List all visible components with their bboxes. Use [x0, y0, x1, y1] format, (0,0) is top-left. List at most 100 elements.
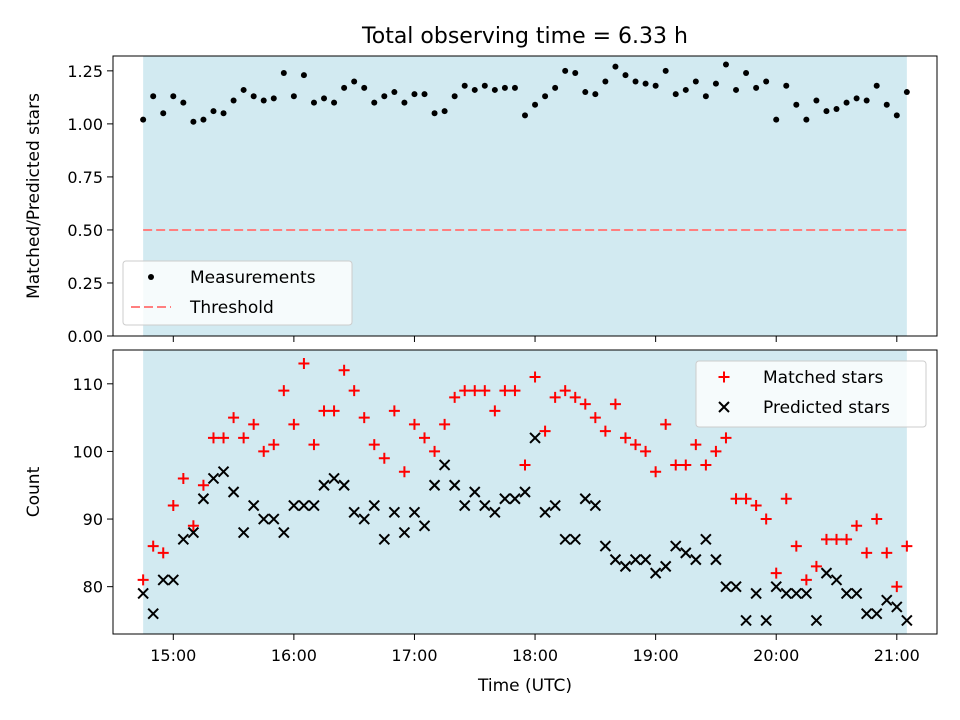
y-tick-label: 0.00: [67, 327, 103, 346]
data-point: [298, 358, 310, 370]
data-point: [720, 432, 732, 444]
data-point: [700, 459, 712, 471]
data-point: [589, 412, 601, 424]
data-point: [790, 587, 803, 600]
data-point: [881, 547, 893, 559]
data-point: [137, 587, 149, 600]
data-point: [469, 385, 481, 397]
data-point: [599, 425, 611, 437]
data-point: [318, 479, 330, 491]
data-point: [609, 398, 621, 410]
top-panel: 0.00 0.25 0.50 0.75 1.00 1.25 Matched/Predicte…: [24, 55, 938, 346]
data-point: [810, 614, 823, 627]
data-point: [562, 67, 569, 74]
data-point: [177, 533, 190, 546]
legend-marker: [148, 274, 154, 280]
data-point: [733, 86, 740, 93]
data-point: [207, 472, 220, 485]
data-point: [559, 385, 571, 397]
data-point: [140, 116, 147, 123]
data-point: [532, 101, 539, 108]
y-tick-label: 80: [83, 578, 103, 597]
data-point: [150, 93, 157, 100]
data-point: [630, 439, 642, 451]
data-point: [871, 513, 883, 525]
legend-box: [695, 360, 927, 428]
data-point: [642, 80, 649, 87]
data-point: [639, 553, 652, 566]
data-point: [258, 513, 270, 525]
data-point: [398, 526, 411, 539]
data-point: [629, 553, 642, 566]
data-point: [479, 385, 491, 397]
data-point: [710, 553, 722, 566]
data-point: [248, 418, 260, 430]
legend: Matched stars Predicted stars: [695, 360, 927, 428]
data-point: [408, 418, 420, 430]
x-tick-label: 17:00: [391, 646, 437, 665]
data-point: [840, 587, 853, 600]
data-point: [750, 500, 762, 512]
data-point: [800, 574, 812, 586]
data-point: [237, 526, 250, 539]
data-point: [371, 99, 378, 106]
data-point: [378, 452, 390, 464]
data-point: [813, 97, 820, 104]
data-point: [672, 91, 679, 98]
data-point: [318, 405, 330, 417]
data-point: [619, 560, 632, 573]
plot-frame: [112, 55, 938, 337]
data-point: [228, 412, 240, 424]
data-point: [491, 86, 498, 93]
data-point: [288, 418, 300, 430]
data-point: [358, 412, 370, 424]
data-point: [800, 587, 813, 600]
data-point: [662, 67, 669, 74]
data-point: [278, 526, 290, 539]
data-point: [368, 439, 380, 451]
y-tick-label: 110: [72, 375, 103, 394]
data-point: [481, 82, 488, 89]
data-point: [901, 614, 913, 627]
data-point: [217, 466, 230, 478]
data-point: [511, 84, 518, 91]
data-point: [539, 506, 551, 518]
data-point: [592, 91, 599, 98]
data-point: [783, 82, 790, 89]
data-point: [408, 506, 421, 518]
data-point: [361, 84, 368, 91]
data-point: [680, 547, 692, 559]
x-axis-label: Time (UTC): [477, 676, 572, 696]
data-point: [358, 513, 370, 525]
x-tick-label: 16:00: [271, 646, 317, 665]
data-point: [431, 110, 438, 117]
data-point: [177, 472, 189, 484]
data-point: [381, 93, 388, 100]
y-tick-label: 100: [72, 442, 103, 461]
data-point: [893, 112, 900, 119]
data-point: [471, 86, 478, 93]
legend-label: Measurements: [190, 268, 316, 288]
data-point: [328, 472, 340, 485]
data-point: [599, 540, 612, 552]
data-point: [851, 520, 863, 532]
data-point: [702, 93, 709, 100]
data-point: [157, 547, 169, 559]
data-point: [780, 587, 792, 600]
data-point: [803, 116, 810, 123]
series-predicted-stars: [137, 432, 913, 627]
data-point: [418, 520, 431, 532]
data-point: [632, 78, 639, 85]
data-point: [682, 86, 689, 93]
data-point: [300, 72, 307, 79]
data-point: [753, 84, 760, 91]
data-point: [843, 99, 850, 106]
data-point: [260, 97, 267, 104]
data-point: [298, 499, 310, 512]
data-point: [659, 560, 672, 573]
legend-label: Threshold: [189, 298, 274, 318]
data-point: [501, 84, 508, 91]
data-point: [773, 116, 780, 123]
data-point: [861, 547, 873, 559]
data-point: [190, 118, 197, 125]
